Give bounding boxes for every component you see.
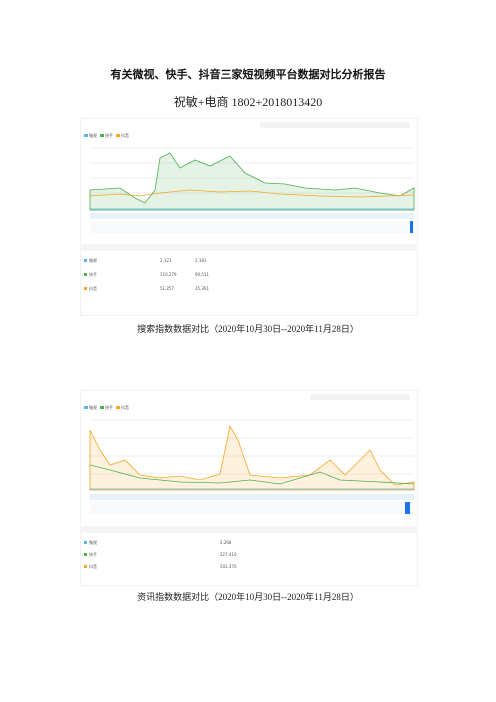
legend-swatch	[100, 134, 104, 137]
cell: 90,511	[195, 272, 209, 277]
caption: 搜索指数数据对比（2020年10月30日--2020年11月28日）	[137, 324, 359, 334]
slider-handle	[410, 221, 413, 233]
row-name: 抖音	[89, 285, 97, 291]
row-name: 快手	[89, 551, 97, 557]
frame	[80, 390, 418, 586]
cell: 51,257	[160, 286, 174, 291]
cell: 2,181	[195, 258, 207, 263]
swatch	[84, 565, 87, 568]
cell: 2,268	[220, 540, 232, 545]
axis	[90, 494, 414, 500]
swatch	[84, 287, 87, 290]
table-head	[80, 244, 418, 251]
cell: 2,121	[160, 258, 172, 263]
row-name: 微视	[89, 257, 97, 263]
legend: 快手	[105, 404, 113, 410]
line-kuaishou	[89, 464, 415, 485]
swatch	[84, 553, 87, 556]
row-name: 抖音	[89, 563, 97, 569]
swatch	[84, 259, 87, 262]
swatch	[84, 273, 87, 276]
legend: 快手	[105, 132, 113, 138]
swatch	[84, 541, 87, 544]
line-douyin	[89, 189, 415, 198]
title: 有关微视、快手、抖音三家短视频平台数据对比分析报告	[110, 68, 386, 81]
cell: 110,279	[160, 272, 177, 277]
figure-1: 微视 快手 抖音 微视 2,121 2,181 快手 110,279 90,51…	[80, 118, 418, 316]
figure-2: 微视 快手 抖音 微视 2,268 快手 227,410 抖音 502,370	[80, 390, 418, 586]
slider-handle	[405, 502, 410, 514]
legend-swatch	[116, 406, 120, 409]
legend-swatch	[84, 134, 88, 137]
cell: 502,370	[220, 564, 237, 569]
table-head	[80, 526, 418, 533]
legend: 微视	[89, 132, 97, 138]
row-name: 快手	[89, 271, 97, 277]
cell: 227,410	[220, 552, 237, 557]
toolbar	[310, 394, 410, 400]
legend-swatch	[100, 406, 104, 409]
area-douyin	[89, 424, 415, 491]
row-name: 微视	[89, 539, 97, 545]
caption: 资讯指数数据对比（2020年10月30日--2020年11月28日）	[137, 592, 359, 602]
subtitle: 祝敏+电商 1802+2018013420	[173, 95, 323, 109]
legend-swatch	[116, 134, 120, 137]
toolbar	[260, 122, 410, 128]
legend: 抖音	[121, 404, 129, 410]
legend: 微视	[89, 404, 97, 410]
legend: 抖音	[121, 132, 129, 138]
slider	[90, 502, 414, 514]
axis	[90, 213, 414, 219]
grid	[90, 147, 414, 211]
cell: 35,361	[195, 286, 209, 291]
slider	[90, 221, 414, 233]
legend-swatch	[84, 406, 88, 409]
